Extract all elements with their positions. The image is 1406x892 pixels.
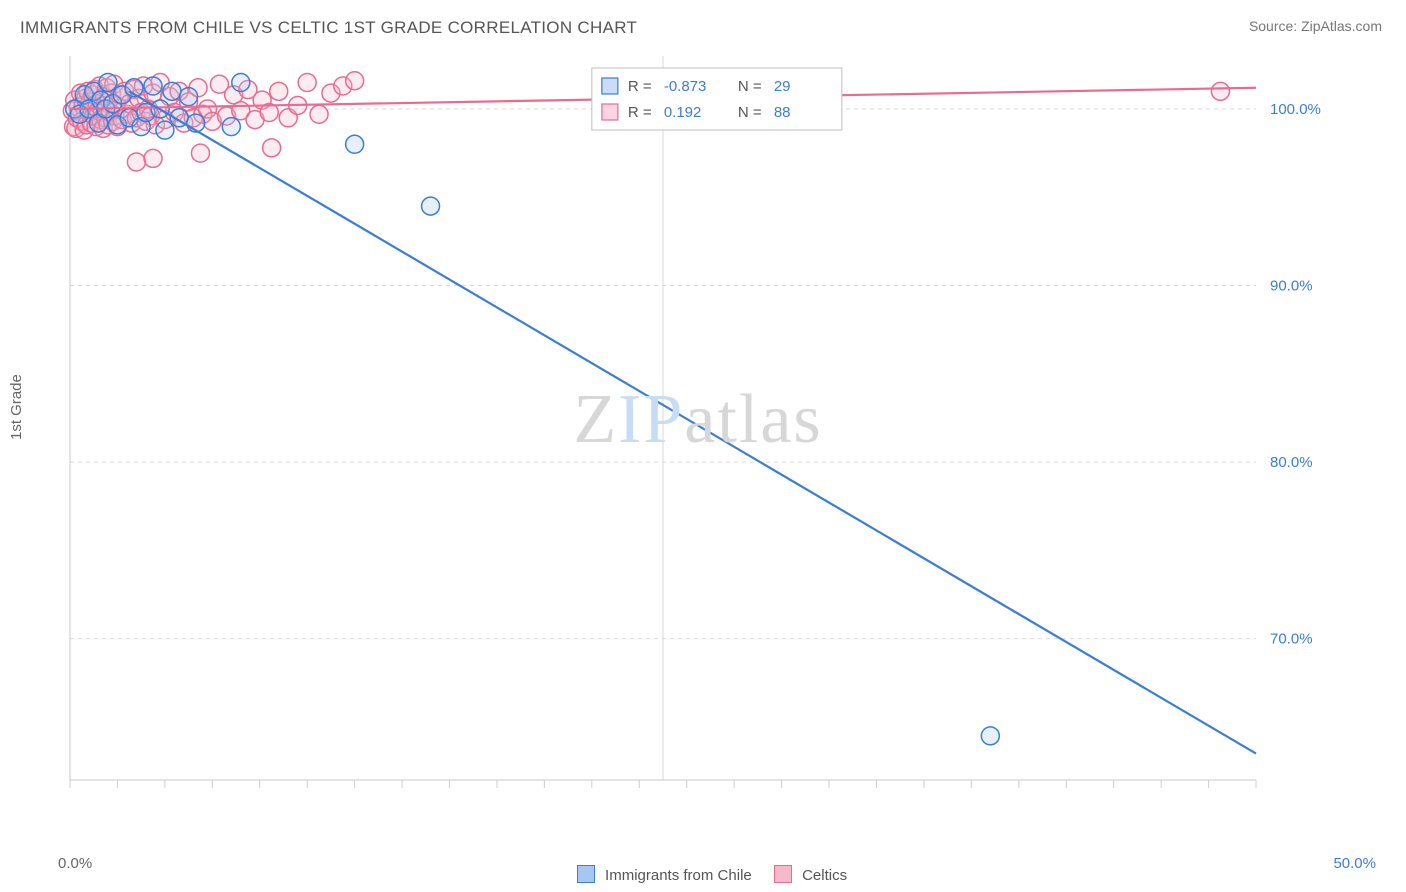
svg-text:N =: N = <box>738 78 762 95</box>
y-axis-label: 1st Grade <box>8 374 25 440</box>
plot-area: 100.0% 90.0% 80.0% 70.0% R = -0.873 N = 29 R = 0.… <box>60 50 1336 820</box>
legend-swatch-blue <box>577 865 595 883</box>
svg-text:80.0%: 80.0% <box>1270 454 1313 471</box>
svg-text:88: 88 <box>774 104 791 121</box>
svg-text:90.0%: 90.0% <box>1270 278 1313 295</box>
legend-label-pink: Celtics <box>802 867 847 884</box>
chart-svg: 100.0% 90.0% 80.0% 70.0% R = -0.873 N = 29 R = 0.… <box>60 50 1336 820</box>
svg-text:N =: N = <box>738 104 762 121</box>
svg-text:R =: R = <box>628 78 652 95</box>
bottom-legend: Immigrants from Chile Celtics <box>0 865 1406 884</box>
legend-label-blue: Immigrants from Chile <box>605 867 752 884</box>
svg-text:R =: R = <box>628 104 652 121</box>
svg-text:0.192: 0.192 <box>664 104 702 121</box>
svg-text:100.0%: 100.0% <box>1270 101 1321 118</box>
svg-text:-0.873: -0.873 <box>664 78 707 95</box>
source-label: Source: ZipAtlas.com <box>1249 18 1382 34</box>
svg-text:70.0%: 70.0% <box>1270 631 1313 648</box>
legend-swatch-pink <box>774 865 792 883</box>
chart-title: IMMIGRANTS FROM CHILE VS CELTIC 1ST GRAD… <box>20 18 637 38</box>
svg-text:29: 29 <box>774 78 791 95</box>
